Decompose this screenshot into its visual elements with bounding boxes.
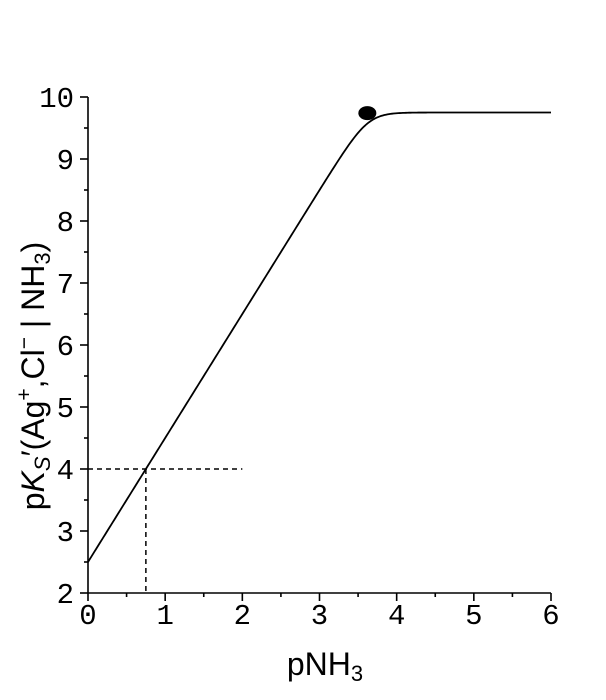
x-tick-label: 3 (311, 600, 328, 633)
y-tick-label: 5 (57, 393, 74, 426)
y-tick-label: 9 (57, 145, 74, 178)
y-tick-label: 4 (57, 455, 74, 488)
tick-labels: 2 3 4 5 6 7 8 9 10 0 1 2 3 4 5 6 (39, 83, 560, 633)
y-tick-label: 7 (57, 269, 74, 302)
x-tick-label: 0 (79, 600, 96, 633)
y-tick-label: 3 (57, 517, 74, 550)
x-axis-title: pNH3 (287, 646, 363, 686)
ticks (80, 96, 552, 601)
guide-dashed-lines (88, 468, 243, 593)
plot-area: 2 3 4 5 6 7 8 9 10 0 1 2 3 4 5 6 (39, 83, 560, 633)
y-tick-label: 2 (57, 579, 74, 612)
y-axis-title: pKS′(Ag+,Cl− | NH3) (13, 242, 55, 510)
y-tick-label: 8 (57, 207, 74, 240)
x-tick-label: 2 (234, 600, 251, 633)
x-tick-label: 1 (156, 600, 173, 633)
x-tick-label: 6 (542, 600, 559, 633)
x-tick-label: 4 (388, 600, 405, 633)
y-tick-label: 10 (39, 83, 74, 116)
series-curve (87, 111, 551, 563)
y-tick-label: 6 (57, 331, 74, 364)
x-tick-label: 5 (465, 600, 482, 633)
data-marker (358, 106, 377, 121)
